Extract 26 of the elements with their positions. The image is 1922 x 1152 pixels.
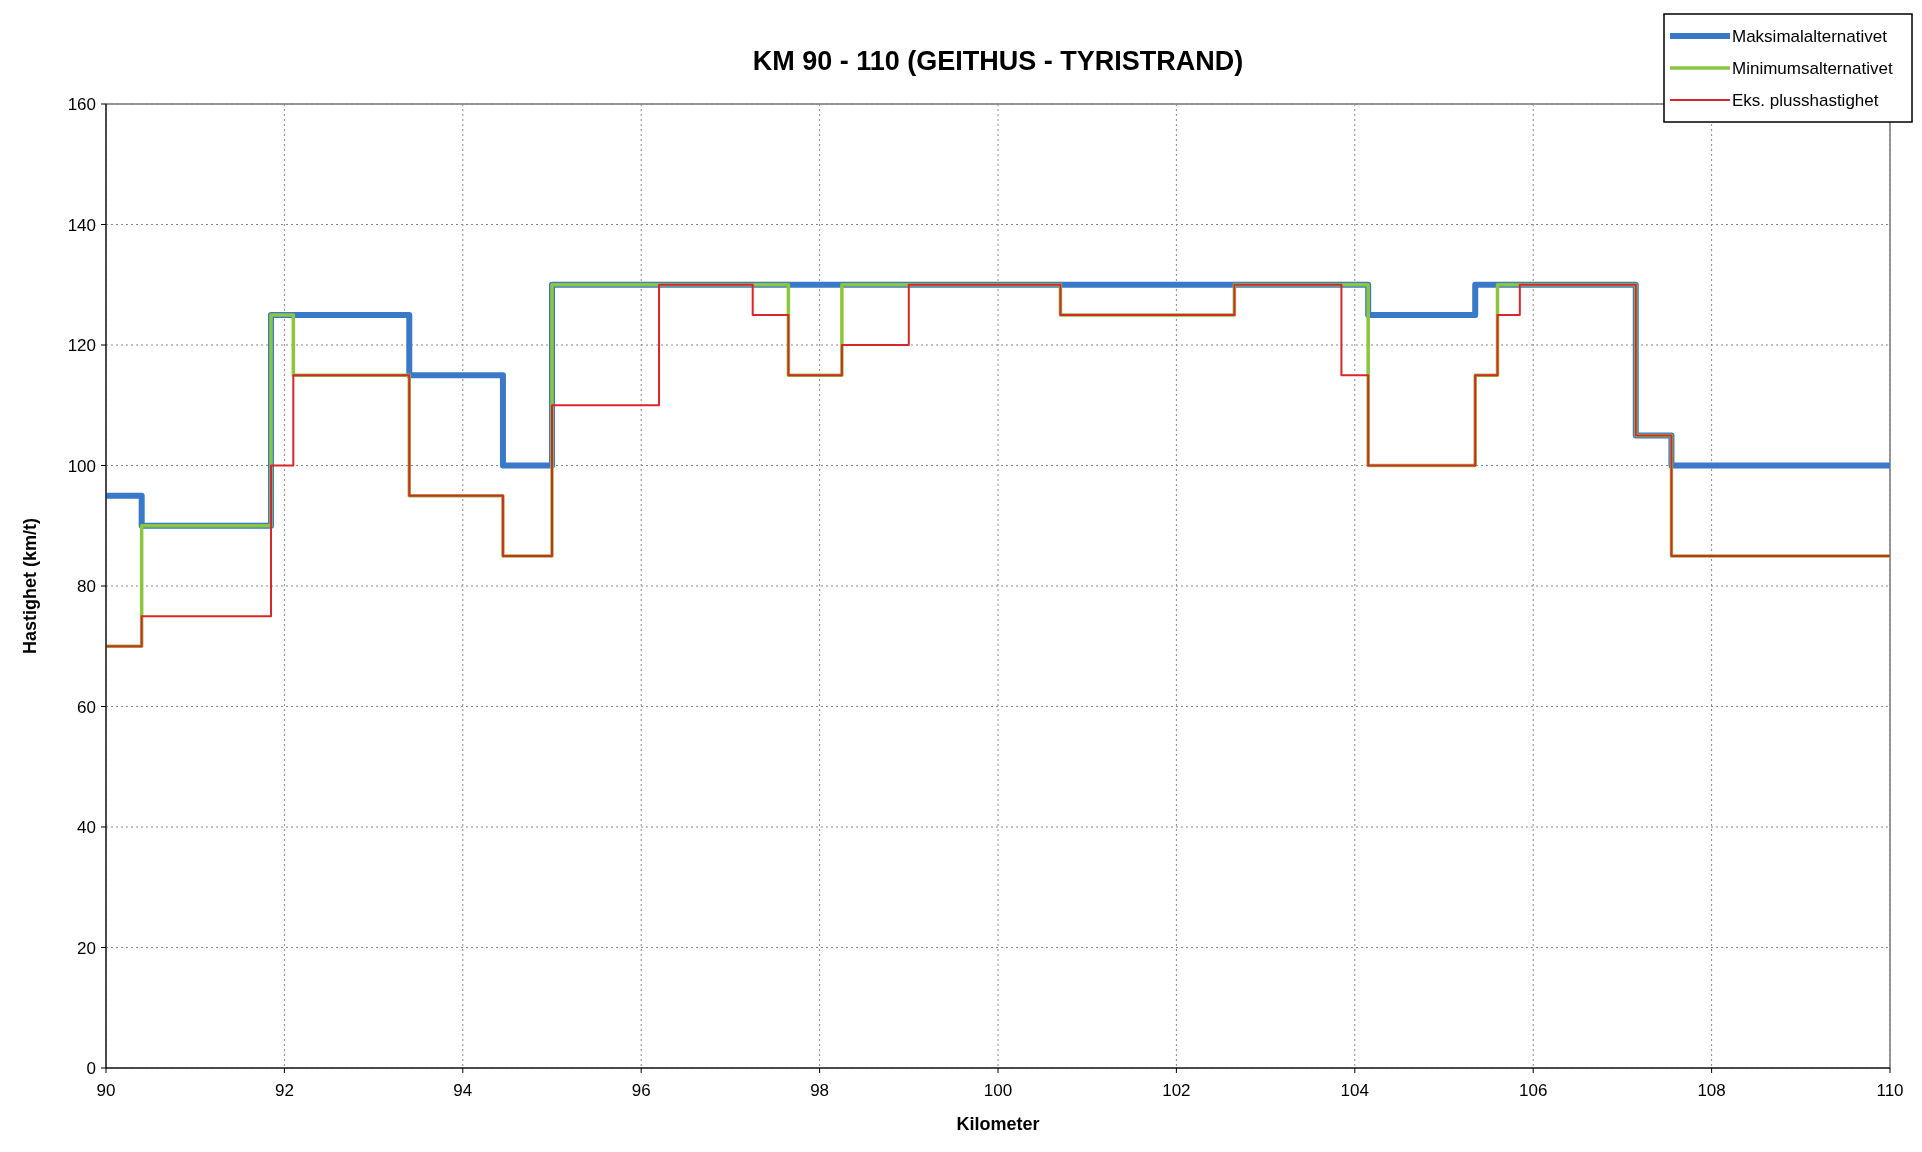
y-tick-label: 80: [77, 577, 96, 596]
y-tick-label: 100: [67, 456, 96, 476]
y-tick-label: 160: [67, 95, 96, 114]
x-tick-label: 96: [631, 1081, 651, 1100]
y-tick-label: 120: [67, 336, 96, 355]
x-tick-label: 108: [1697, 1081, 1726, 1100]
legend-label: Minimumsalternativet: [1732, 59, 1893, 78]
y-axis-title: Hastighet (km/t): [20, 517, 40, 655]
x-tick-label: 106: [1519, 1081, 1548, 1100]
x-tick-label: 104: [1340, 1081, 1369, 1100]
x-tick-label: 92: [274, 1081, 294, 1100]
x-tick-label: 98: [810, 1081, 830, 1100]
x-tick-label: 90: [96, 1081, 116, 1100]
x-tick-label: 94: [453, 1081, 473, 1100]
y-tick-label: 60: [77, 697, 96, 717]
y-tick-label: 140: [67, 215, 96, 235]
y-tick-label: 20: [77, 938, 96, 958]
legend-label: Eks. plusshastighet: [1732, 91, 1879, 110]
x-axis-title: Kilometer: [956, 1114, 1040, 1134]
chart-title: KM 90 - 110 (GEITHUS - TYRISTRAND): [752, 46, 1244, 76]
x-tick-label: 102: [1162, 1081, 1191, 1100]
x-tick-label: 110: [1876, 1081, 1904, 1100]
x-tick-label: 100: [983, 1081, 1013, 1100]
y-tick-label: 0: [86, 1059, 96, 1078]
y-tick-label: 40: [77, 818, 96, 837]
legend-label: Maksimalalternativet: [1732, 27, 1888, 46]
